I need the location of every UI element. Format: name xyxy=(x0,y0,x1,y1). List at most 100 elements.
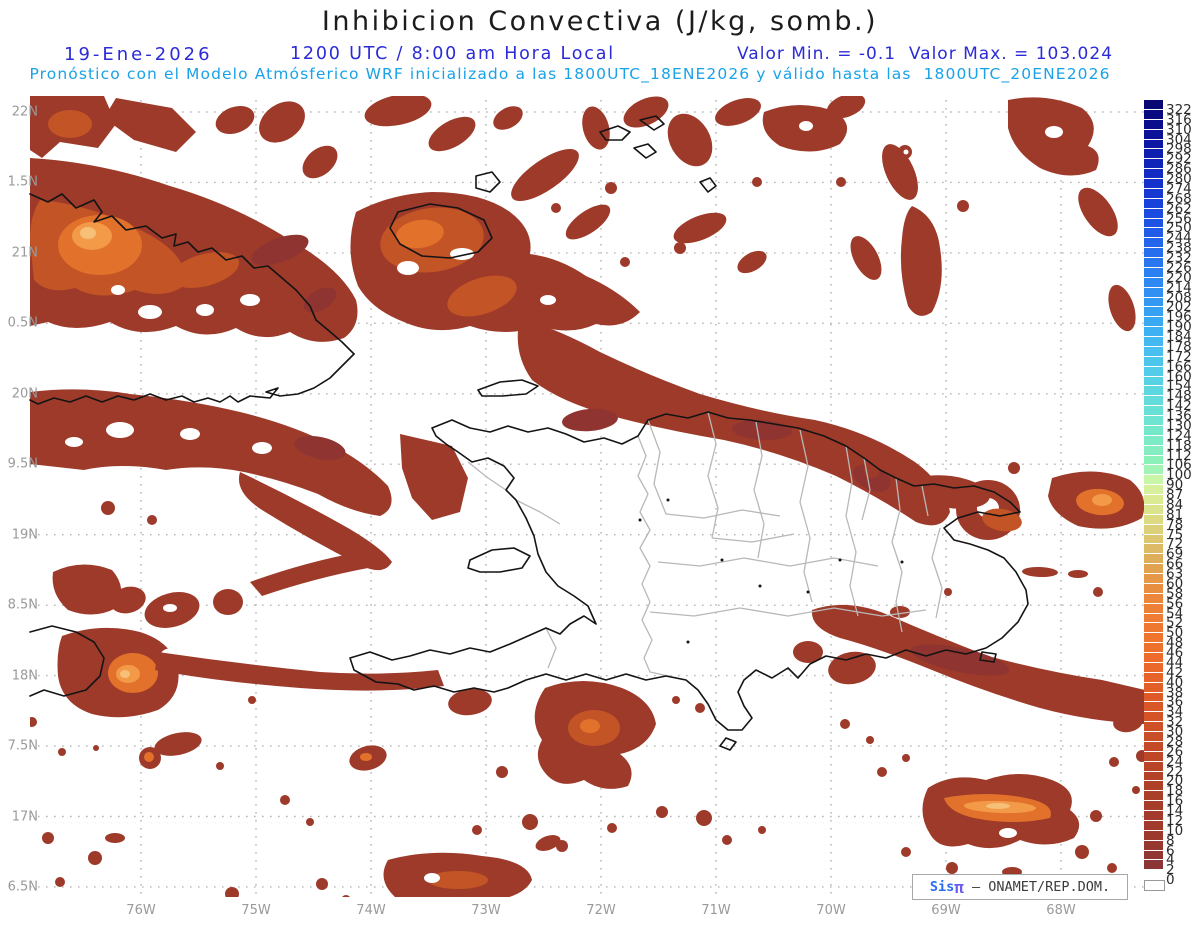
colorbar-cell xyxy=(1144,603,1163,613)
colorbar-tick-label: 75 xyxy=(1166,526,1184,543)
colorbar-tick-label: 202 xyxy=(1166,299,1192,316)
colorbar-cell xyxy=(1144,662,1163,672)
lat-tick-label: 8.5N xyxy=(7,597,38,613)
colorbar-tick-label: 12 xyxy=(1166,812,1184,829)
colorbar-tick-label: 18 xyxy=(1166,783,1184,800)
colorbar-tick-label: 52 xyxy=(1166,615,1184,632)
colorbar-cell xyxy=(1144,830,1163,840)
coastline-turks xyxy=(699,177,717,193)
max-value-label: Valor Max. = 103.024 xyxy=(908,44,1114,64)
colorbar-cell xyxy=(1144,435,1163,445)
colorbar-cell xyxy=(1144,149,1163,159)
colorbar-tick-label: 160 xyxy=(1166,368,1192,385)
coastline-jamaica xyxy=(29,625,105,697)
colorbar-tick-label: 22 xyxy=(1166,763,1184,780)
page-title: Inhibicion Convectiva (J/kg, somb.) xyxy=(321,6,879,37)
colorbar-cell xyxy=(1144,475,1163,485)
colorbar-tick-label: 112 xyxy=(1166,447,1192,464)
colorbar-tick-label: 24 xyxy=(1166,753,1184,770)
colorbar-cell xyxy=(1144,337,1163,346)
coastline-caicos-2 xyxy=(639,115,665,131)
colorbar-tick-label: 136 xyxy=(1166,408,1192,424)
colorbar-tick-label: 78 xyxy=(1166,516,1184,533)
colorbar-tick-label: 232 xyxy=(1166,250,1192,266)
colorbar-cell xyxy=(1144,179,1163,188)
colorbar-cell xyxy=(1144,109,1163,119)
colorbar-tick-label: 10 xyxy=(1166,822,1184,839)
colorbar-cell xyxy=(1144,820,1163,830)
colorbar-cell xyxy=(1144,366,1163,376)
colorbar-tick-label: 46 xyxy=(1166,645,1184,661)
colorbar-tick-label: 8 xyxy=(1166,832,1175,849)
colorbar-tick-label: 172 xyxy=(1166,348,1192,365)
colorbar-cell xyxy=(1144,761,1163,771)
colorbar-cell xyxy=(1144,732,1163,741)
colorbar-cell xyxy=(1144,811,1163,820)
colorbar-cell xyxy=(1144,100,1163,109)
colorbar-tick-label: 90 xyxy=(1166,477,1184,494)
lat-tick-label: 7.5N xyxy=(7,738,38,754)
min-value-label: Valor Min. = -0.1 xyxy=(737,44,897,64)
minmax-values-label: Valor Min. = -0.1 Valor Max. = 103.024 xyxy=(737,44,1113,64)
colorbar-tick-label: 298 xyxy=(1166,141,1192,158)
colorbar-tick-label: 16 xyxy=(1166,793,1184,810)
colorbar-tick-label: 30 xyxy=(1166,724,1184,740)
colorbar-cell xyxy=(1144,643,1163,652)
colorbar-cell xyxy=(1144,208,1163,218)
pi-symbol: π xyxy=(954,877,964,897)
lat-tick-label: 9.5N xyxy=(7,456,38,472)
colorbar-cell xyxy=(1144,781,1163,791)
colorbar-tick-label: 310 xyxy=(1166,121,1192,138)
colorbar-cell xyxy=(1144,169,1163,178)
colorbar-tick-label: 66 xyxy=(1166,556,1184,573)
colorbar-tick-label: 208 xyxy=(1166,289,1192,306)
colorbar-cell xyxy=(1144,741,1163,751)
coastline-great-inagua xyxy=(389,203,493,259)
colorbar-cell xyxy=(1144,840,1163,850)
colorbar-tick-label: 250 xyxy=(1166,220,1192,237)
colorbar-legend: 322 316 310 304 298 292 286 280 274 268 262 256 250 2… xyxy=(1144,100,1200,900)
colorbar-cell xyxy=(1144,307,1163,317)
colorbar-cell xyxy=(1144,218,1163,228)
colorbar-cell xyxy=(1144,504,1163,514)
colorbar-tick-label: 69 xyxy=(1166,546,1184,563)
colorbar-tick-label: 316 xyxy=(1166,111,1192,128)
lon-tick-label: 74W xyxy=(356,903,386,918)
colorbar-tick-label: 154 xyxy=(1166,378,1192,395)
colorbar-tick-label: 6 xyxy=(1166,842,1175,859)
colorbar-tick-label: 44 xyxy=(1166,654,1184,671)
coastline-little-inagua xyxy=(475,171,501,193)
colorbar-tick-label: 286 xyxy=(1166,161,1192,178)
colorbar-cell xyxy=(1144,465,1163,475)
colorbar-cell xyxy=(1144,633,1163,643)
colorbar-tick-label: 4 xyxy=(1166,852,1175,869)
coastline-caicos xyxy=(599,125,631,141)
colorbar-cell xyxy=(1144,317,1163,327)
colorbar-cell xyxy=(1144,672,1163,682)
coastline-saona xyxy=(979,651,997,663)
colorbar-cell xyxy=(1144,287,1163,297)
colorbar-tick-label: 48 xyxy=(1166,635,1184,652)
colorbar-tick-label: 14 xyxy=(1166,803,1184,819)
colorbar-cell xyxy=(1144,159,1163,169)
colorbar-cell xyxy=(1144,267,1163,277)
colorbar-tick-label: 304 xyxy=(1166,131,1192,148)
colorbar-tick-label: 196 xyxy=(1166,309,1192,326)
lat-tick-label: 20N xyxy=(11,386,38,402)
colorbar-cell xyxy=(1144,356,1163,366)
colorbar-cell xyxy=(1144,119,1163,129)
colorbar-cell xyxy=(1144,248,1163,257)
lon-tick-label: 75W xyxy=(241,903,271,918)
coastline-gonave xyxy=(467,547,531,573)
colorbar-cell xyxy=(1144,485,1163,494)
colorbar-cell xyxy=(1144,297,1163,307)
agency-label: – ONAMET/REP.DOM. xyxy=(963,879,1111,895)
colorbar-tick-label: 0 xyxy=(1166,872,1175,889)
colorbar-tick-label: 32 xyxy=(1166,714,1184,731)
colorbar-cell xyxy=(1144,327,1163,336)
colorbar-cell xyxy=(1144,801,1163,810)
colorbar-tick-label: 60 xyxy=(1166,575,1184,592)
valid-time-label: 1200 UTC / 8:00 am Hora Local xyxy=(290,44,615,64)
colorbar-cell xyxy=(1144,376,1163,386)
